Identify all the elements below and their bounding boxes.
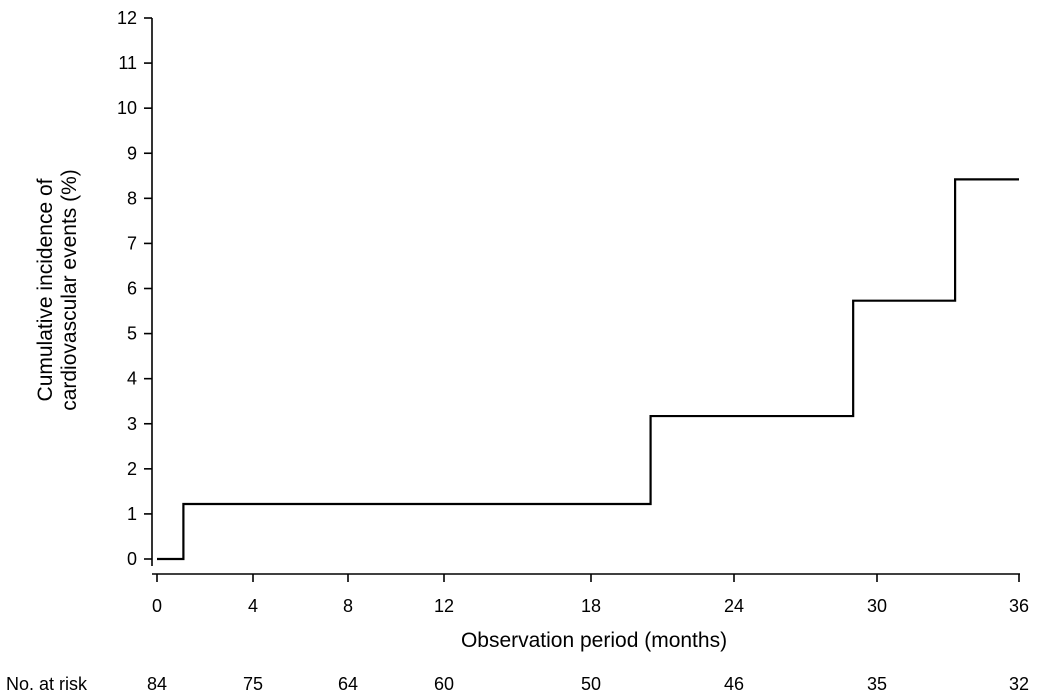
risk-table-value: 35 bbox=[867, 674, 887, 694]
x-tick-label: 36 bbox=[1009, 596, 1029, 616]
x-tick-label: 12 bbox=[434, 596, 454, 616]
y-tick-label: 10 bbox=[117, 98, 137, 118]
risk-table-value: 84 bbox=[147, 674, 167, 694]
x-tick-label: 24 bbox=[724, 596, 744, 616]
risk-table-value: 46 bbox=[724, 674, 744, 694]
y-tick-label: 4 bbox=[127, 369, 137, 389]
x-axis-title: Observation period (months) bbox=[461, 629, 727, 652]
y-tick-label: 9 bbox=[127, 143, 137, 163]
y-tick-label: 11 bbox=[118, 53, 137, 73]
risk-table-values: 84 75 64 60 50 46 35 32 bbox=[147, 674, 1029, 694]
risk-table-value: 60 bbox=[434, 674, 454, 694]
y-tick-label: 2 bbox=[127, 459, 137, 479]
series-line-0 bbox=[157, 178, 1019, 561]
y-tick-label: 12 bbox=[117, 8, 137, 28]
risk-table-value: 32 bbox=[1009, 674, 1029, 694]
x-tick-label: 18 bbox=[581, 596, 601, 616]
y-tick-label: 3 bbox=[127, 414, 137, 434]
y-tick-label: 1 bbox=[127, 504, 137, 524]
x-tick-label: 30 bbox=[867, 596, 887, 616]
risk-table-value: 64 bbox=[338, 674, 358, 694]
x-tick-label: 0 bbox=[152, 596, 162, 616]
risk-table-label: No. at risk bbox=[6, 674, 88, 694]
x-tick-label: 4 bbox=[248, 596, 258, 616]
x-axis: 0 4 8 12 18 24 30 36 bbox=[152, 573, 1029, 616]
risk-table-value: 75 bbox=[243, 674, 263, 694]
y-tick-label: 8 bbox=[127, 188, 137, 208]
y-tick-label: 6 bbox=[127, 279, 137, 299]
y-axis-title: Cumulative incidence of cardiovascular e… bbox=[34, 169, 81, 411]
x-tick-label: 8 bbox=[343, 596, 353, 616]
y-tick-label: 7 bbox=[127, 233, 137, 253]
y-axis-title-line-1: Cumulative incidence of bbox=[34, 178, 57, 401]
series-layer bbox=[157, 178, 1019, 561]
y-tick-label: 5 bbox=[127, 324, 137, 344]
risk-table-value: 50 bbox=[581, 674, 601, 694]
y-axis-title-line-2: cardiovascular events (%) bbox=[58, 169, 81, 411]
y-tick-label: 0 bbox=[127, 549, 137, 569]
